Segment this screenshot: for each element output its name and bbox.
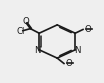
Text: O: O [84, 25, 91, 34]
Text: O: O [22, 17, 29, 26]
Text: O: O [65, 59, 72, 68]
Text: N: N [34, 46, 41, 55]
Text: Cl: Cl [17, 27, 25, 36]
Text: N: N [74, 46, 80, 55]
